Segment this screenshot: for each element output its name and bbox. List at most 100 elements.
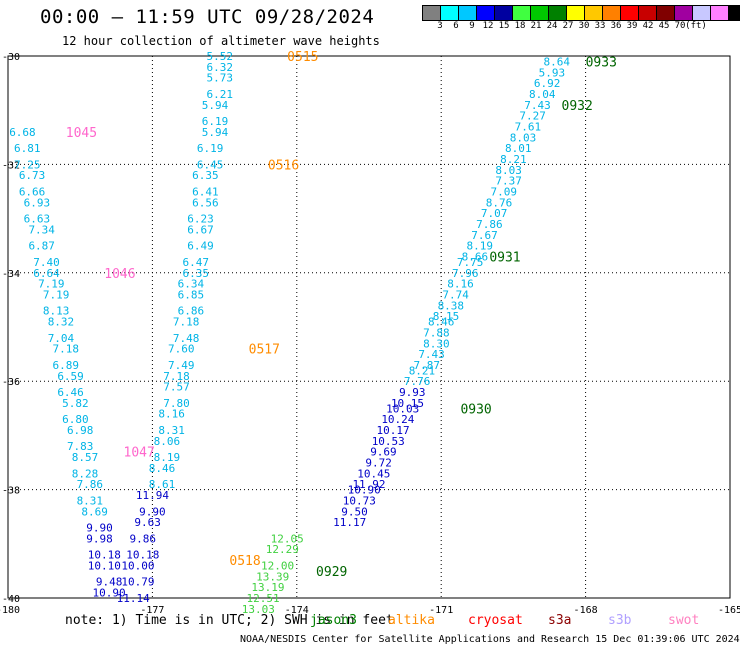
lon-tick-label: -174	[285, 605, 309, 616]
swh-value: 8.03	[495, 164, 522, 177]
swh-value: 8.16	[158, 408, 185, 421]
swh-value: 6.63	[24, 213, 51, 226]
swh-value: 13.19	[251, 581, 284, 594]
swh-value: 11.94	[136, 489, 169, 502]
swh-value: 10.45	[357, 467, 390, 480]
lon-tick-label: -165	[718, 605, 740, 616]
swh-value: 7.67	[471, 229, 498, 242]
swh-value: 7.76	[404, 375, 431, 388]
swh-value: 8.01	[505, 142, 532, 155]
swh-value: 7.25	[14, 158, 41, 171]
swh-value: 8.38	[438, 299, 465, 312]
swh-value: 10.00	[121, 559, 154, 572]
swh-value: 6.23	[187, 213, 214, 226]
swh-value: 7.87	[414, 359, 441, 372]
swh-value: 6.21	[207, 88, 234, 101]
swh-value: 7.43	[418, 348, 445, 361]
page-subtitle: 12 hour collection of altimeter wave hei…	[62, 34, 380, 48]
swh-value: 8.13	[43, 305, 70, 318]
legend-label: 30	[578, 21, 590, 31]
credit-line: NOAA/NESDIS Center for Satellite Applica…	[240, 634, 740, 645]
swh-value: 6.35	[182, 267, 209, 280]
swh-value: 7.34	[28, 223, 55, 236]
swh-value: 9.90	[139, 505, 166, 518]
swh-value: 7.37	[495, 175, 522, 188]
swh-value: 7.74	[442, 288, 469, 301]
swh-value: 7.88	[423, 326, 450, 339]
swh-value: 12.51	[247, 592, 280, 605]
swh-value: 6.56	[192, 196, 219, 209]
swh-value: 12.29	[266, 543, 299, 556]
satellite-label-altika: altika	[388, 613, 435, 628]
swh-value: 6.92	[534, 77, 561, 90]
swh-value: 10.18	[88, 549, 121, 562]
swh-value: 7.18	[173, 316, 200, 329]
swh-value: 7.09	[491, 186, 518, 199]
page-title: 00:00 – 11:59 UTC 09/28/2024	[40, 6, 375, 28]
satellite-label-swot: swot	[668, 613, 700, 628]
swh-value: 8.69	[81, 505, 108, 518]
time-label: 1047	[124, 446, 155, 461]
swh-value: 7.57	[163, 381, 190, 394]
footer-note: note: 1) Time is in UTC; 2) SWH is in fe…	[65, 613, 394, 628]
swh-value: 9.90	[86, 522, 113, 535]
legend-label: 6	[453, 21, 459, 31]
satellite-label-s3a: s3a	[548, 613, 572, 628]
swh-value: 8.31	[158, 424, 185, 437]
swh-value: 8.57	[72, 451, 99, 464]
swh-value: 5.52	[207, 50, 234, 63]
swh-value: 5.94	[202, 126, 229, 139]
swh-value: 7.83	[67, 440, 94, 453]
time-label: 0933	[586, 55, 617, 70]
time-label: 0516	[268, 158, 299, 173]
swh-value: 11.92	[352, 478, 385, 491]
swh-value: 10.03	[386, 402, 419, 415]
swh-value: 6.89	[53, 359, 80, 372]
lon-tick-label: -180	[0, 605, 20, 616]
satellite-label-jason3: jason3	[310, 613, 357, 628]
swh-value: 6.81	[14, 142, 41, 155]
swh-value: 7.19	[43, 288, 70, 301]
swh-value: 8.19	[466, 240, 493, 253]
swh-value: 6.59	[57, 370, 84, 383]
swh-value: 8.06	[154, 435, 181, 448]
swh-value: 6.46	[57, 386, 84, 399]
swh-value: 8.21	[500, 153, 527, 166]
swh-value: 10.73	[343, 494, 376, 507]
legend-label: 12	[482, 21, 494, 31]
swh-value: 10.15	[391, 397, 424, 410]
swh-value: 6.66	[19, 186, 46, 199]
swh-value: 7.49	[168, 359, 195, 372]
swh-value: 8.28	[72, 467, 99, 480]
swh-value: 8.15	[433, 310, 460, 323]
swh-value: 6.80	[62, 413, 89, 426]
swh-value: 8.04	[529, 88, 556, 101]
swh-value: 8.19	[154, 451, 181, 464]
time-label: 0518	[229, 554, 260, 569]
legend-label: 39	[626, 21, 638, 31]
legend-swatch	[728, 5, 740, 21]
swh-value: 7.60	[168, 343, 195, 356]
swh-value: 6.19	[197, 142, 224, 155]
lat-tick-label: -36	[2, 377, 20, 388]
lon-tick-label: -171	[429, 605, 453, 616]
time-label: 0930	[460, 402, 491, 417]
swh-value: 10.90	[93, 587, 126, 600]
swh-value: 6.45	[197, 158, 224, 171]
legend-label: 3	[437, 21, 443, 31]
swh-value: 6.86	[178, 305, 205, 318]
swh-value: 6.68	[9, 126, 36, 139]
swh-value: 7.40	[33, 256, 60, 269]
swh-value: 11.14	[117, 592, 150, 605]
lon-tick-label: -168	[574, 605, 598, 616]
swh-value: 7.48	[173, 332, 200, 345]
swh-value: 7.27	[519, 110, 546, 123]
time-label: 0929	[316, 565, 347, 580]
swh-value: 9.50	[341, 505, 368, 518]
swh-value: 10.90	[348, 484, 381, 497]
swh-value: 8.66	[462, 251, 489, 264]
lat-tick-label: -32	[2, 160, 20, 171]
swh-value: 10.18	[126, 549, 159, 562]
swh-value: 8.16	[447, 278, 474, 291]
swh-value: 9.69	[370, 446, 397, 459]
